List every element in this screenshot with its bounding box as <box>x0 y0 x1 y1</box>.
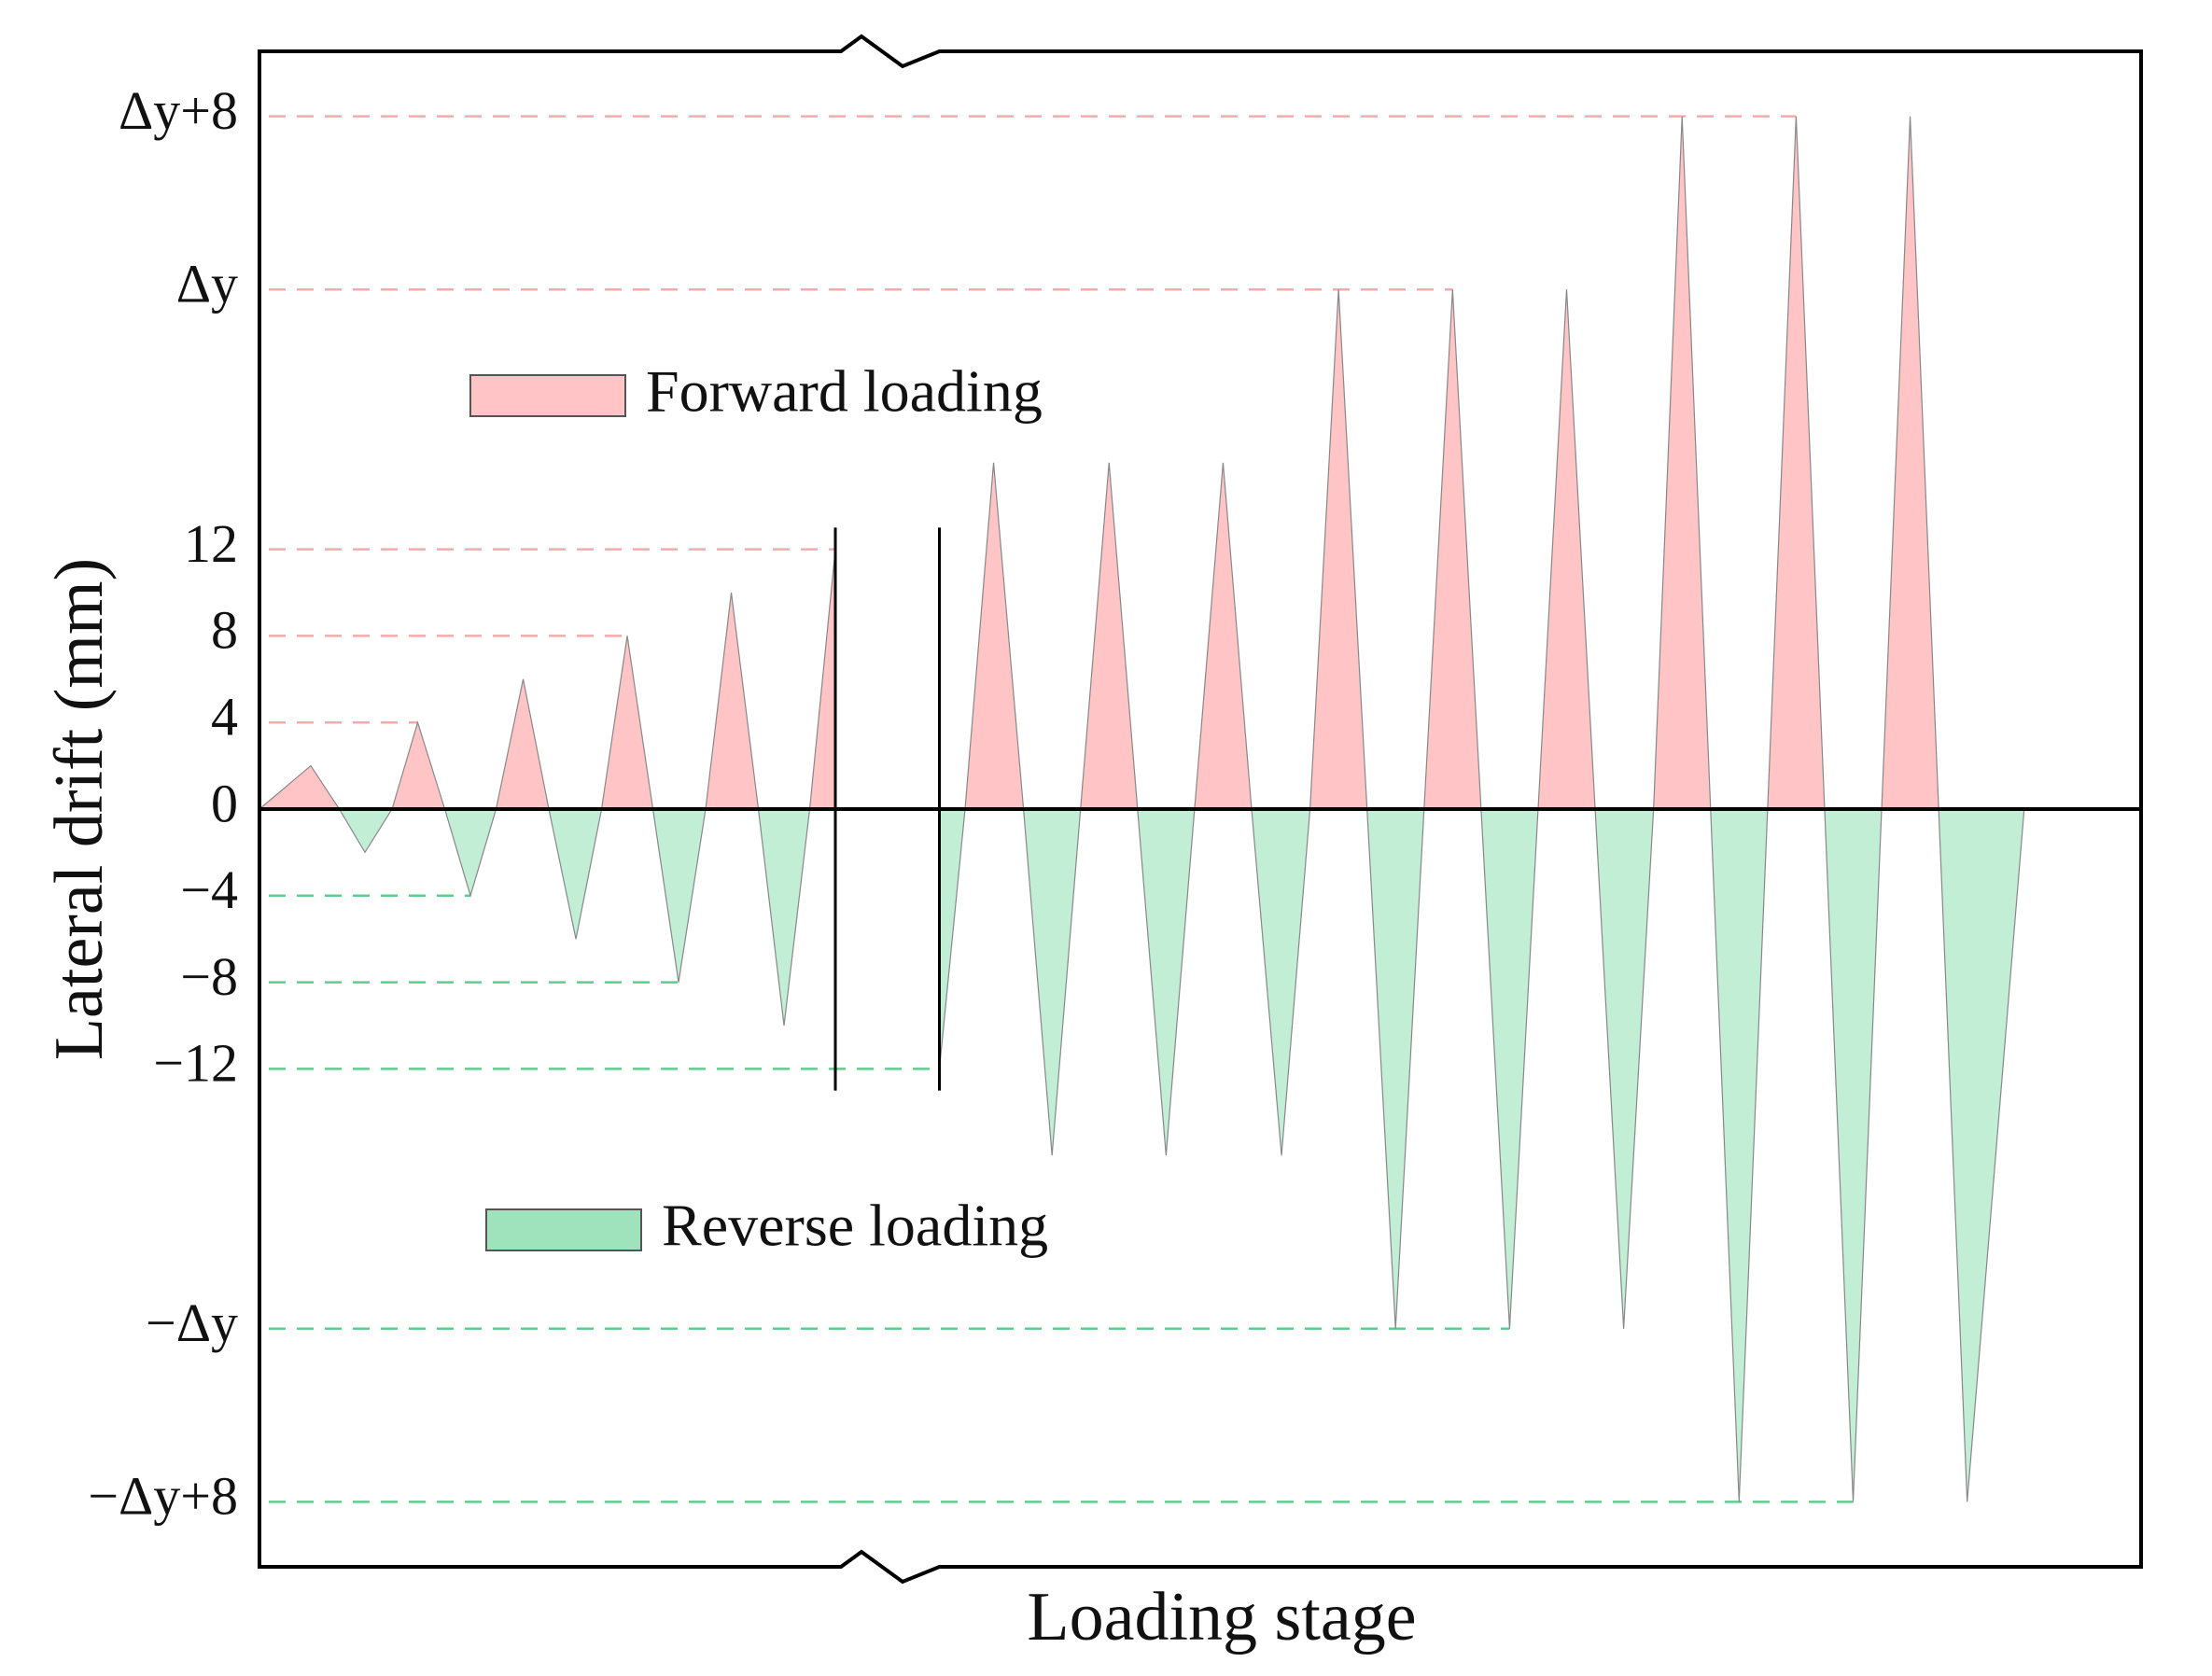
legend-label: Forward loading <box>646 358 1043 425</box>
y-tick-label: 0 <box>211 773 238 833</box>
y-tick-label: 4 <box>211 687 238 747</box>
y-tick-label: −12 <box>153 1033 238 1094</box>
legend-swatch <box>469 374 626 417</box>
frame <box>258 34 2143 1585</box>
legend-label: Reverse loading <box>662 1193 1048 1259</box>
y-tick-label: 12 <box>184 513 238 574</box>
y-tick-label: Δy+8 <box>119 80 238 141</box>
x-axis-title: Loading stage <box>1027 1579 1416 1655</box>
y-axis-title: Lateral drift (mm) <box>41 558 118 1060</box>
y-tick-label: Δy <box>176 254 238 314</box>
y-tick-label: −4 <box>180 859 238 920</box>
y-tick-label: −Δy <box>146 1292 238 1353</box>
y-tick-label: 8 <box>211 600 238 661</box>
y-tick-label: −8 <box>180 946 238 1007</box>
legend-swatch <box>485 1208 642 1251</box>
y-tick-label: −Δy+8 <box>88 1466 238 1527</box>
